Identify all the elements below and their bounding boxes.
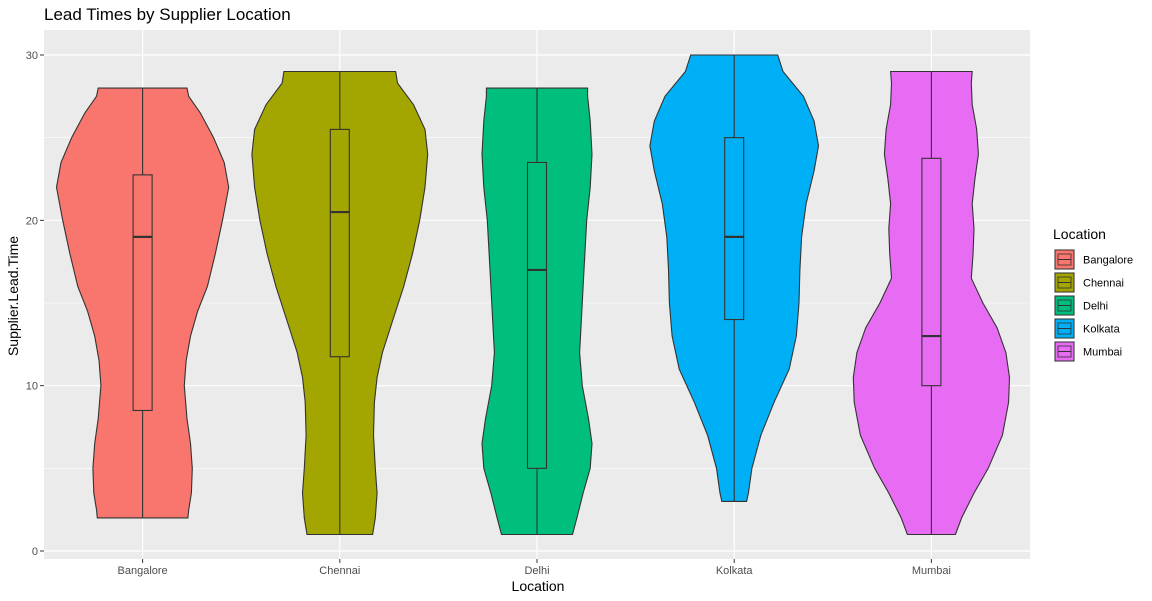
x-tick-label: Bangalore: [118, 565, 168, 577]
legend-label: Kolkata: [1083, 324, 1121, 336]
y-tick-label: 10: [26, 381, 38, 393]
legend-key-box: [1057, 253, 1072, 266]
legend-label: Bangalore: [1083, 255, 1133, 267]
boxplot-box: [724, 137, 745, 321]
violin-delhi: [481, 87, 593, 536]
violin-bangalore: [55, 87, 230, 519]
legend-key-box: [1057, 322, 1072, 335]
violin-kolkata: [649, 54, 820, 502]
x-tick-label: Chennai: [319, 565, 360, 577]
x-tick-label: Delhi: [524, 565, 549, 577]
legend-key-box: [1057, 345, 1072, 358]
x-axis: Bangalore Chennai Delhi Kolkata Mumbai: [118, 559, 951, 577]
violin-mumbai: [852, 70, 1011, 536]
y-tick-label: 0: [32, 546, 38, 558]
violin-chennai: [251, 70, 429, 536]
boxplot-box: [921, 157, 942, 387]
legend: Location Bangalore Chennai Delhi Kolkata Mum…: [1053, 226, 1133, 362]
x-axis-title: Location: [512, 578, 565, 594]
x-tick-label: Mumbai: [912, 565, 951, 577]
y-axis: 0 10 20 30: [26, 50, 44, 558]
boxplot-box: [329, 128, 350, 358]
legend-key-box: [1057, 299, 1072, 312]
x-tick-label: Kolkata: [716, 565, 754, 577]
legend-label: Mumbai: [1083, 347, 1122, 359]
legend-key-box: [1057, 276, 1072, 289]
legend-title: Location: [1053, 226, 1106, 242]
chart-title: Lead Times by Supplier Location: [44, 5, 291, 24]
y-tick-label: 20: [26, 215, 38, 227]
boxplot-box: [526, 161, 548, 469]
legend-label: Chennai: [1083, 278, 1124, 290]
legend-label: Delhi: [1083, 301, 1108, 313]
boxplot-box: [132, 174, 153, 412]
violins: [55, 54, 1011, 536]
y-axis-title: Supplier.Lead.Time: [5, 236, 21, 356]
y-tick-label: 30: [26, 50, 38, 62]
